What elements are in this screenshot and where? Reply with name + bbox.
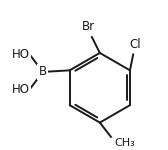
- Text: CH₃: CH₃: [115, 138, 136, 148]
- Text: Cl: Cl: [130, 38, 141, 51]
- Text: HO: HO: [12, 48, 30, 61]
- Text: Br: Br: [82, 20, 95, 33]
- Text: HO: HO: [12, 83, 30, 96]
- Text: B: B: [39, 65, 47, 78]
